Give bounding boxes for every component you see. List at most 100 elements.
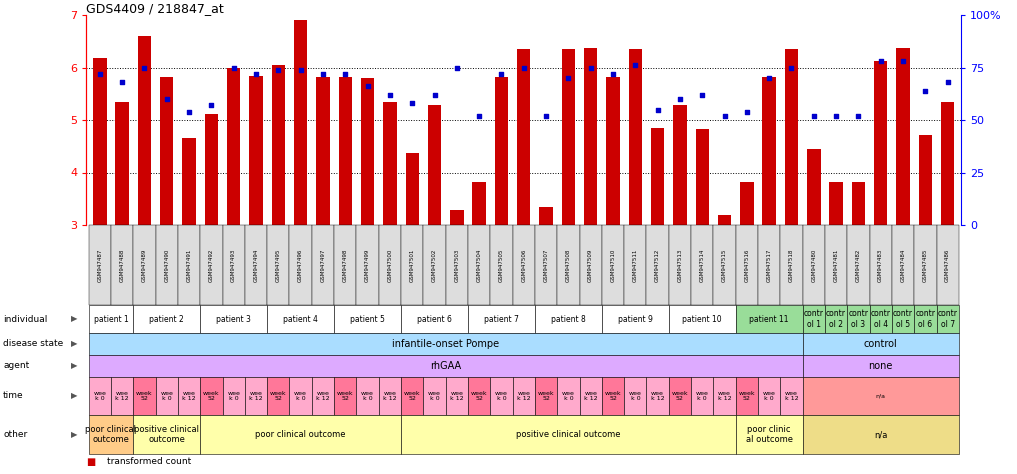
Bar: [451, 210, 464, 225]
Text: week
52: week 52: [671, 391, 689, 401]
Point: [716, 112, 732, 119]
Point: [873, 57, 889, 65]
Point: [159, 95, 175, 103]
Bar: [160, 77, 174, 225]
Text: positive clinical outcome: positive clinical outcome: [517, 430, 620, 439]
Point: [650, 106, 666, 113]
Text: time: time: [3, 392, 23, 401]
Point: [426, 91, 442, 99]
Text: patient 8: patient 8: [551, 315, 586, 323]
Bar: [517, 49, 531, 225]
Point: [92, 70, 108, 78]
Point: [271, 66, 287, 73]
Text: wee
k 0: wee k 0: [294, 391, 307, 401]
Text: week
52: week 52: [471, 391, 487, 401]
Text: contr
ol 1: contr ol 1: [803, 310, 824, 328]
Bar: [272, 65, 285, 225]
Point: [315, 70, 332, 78]
Text: n/a: n/a: [874, 430, 888, 439]
Text: wee
k 0: wee k 0: [629, 391, 642, 401]
Text: GSM947490: GSM947490: [165, 248, 169, 282]
Text: ▶: ▶: [71, 339, 77, 348]
Text: patient 11: patient 11: [750, 315, 789, 323]
Point: [538, 112, 554, 119]
Point: [783, 64, 799, 71]
Text: GSM947501: GSM947501: [410, 248, 415, 282]
Text: GSM947491: GSM947491: [186, 248, 191, 282]
Text: week
52: week 52: [270, 391, 287, 401]
Text: positive clinical
outcome: positive clinical outcome: [134, 425, 199, 444]
Text: patient 4: patient 4: [283, 315, 318, 323]
Bar: [696, 129, 709, 225]
Bar: [785, 49, 798, 225]
Text: wee
k 12: wee k 12: [785, 391, 798, 401]
Text: week
52: week 52: [337, 391, 354, 401]
Text: GSM947487: GSM947487: [98, 248, 103, 282]
Bar: [584, 47, 597, 225]
Text: week
52: week 52: [136, 391, 153, 401]
Bar: [137, 36, 152, 225]
Text: wee
k 12: wee k 12: [718, 391, 731, 401]
Bar: [673, 105, 686, 225]
Text: agent: agent: [3, 362, 29, 371]
Text: n/a: n/a: [876, 393, 886, 399]
Bar: [539, 207, 553, 225]
Bar: [896, 47, 910, 225]
Bar: [182, 138, 195, 225]
Text: other: other: [3, 430, 27, 439]
Point: [337, 70, 353, 78]
Text: GSM947486: GSM947486: [945, 248, 950, 282]
Bar: [116, 101, 129, 225]
Text: GSM947483: GSM947483: [879, 248, 883, 282]
Text: GSM947499: GSM947499: [365, 248, 370, 282]
Text: contr
ol 2: contr ol 2: [826, 310, 846, 328]
Text: GSM947511: GSM947511: [633, 248, 638, 282]
Bar: [204, 114, 218, 225]
Point: [805, 112, 822, 119]
Text: disease state: disease state: [3, 339, 63, 348]
Bar: [763, 77, 776, 225]
Bar: [941, 101, 954, 225]
Text: week
52: week 52: [404, 391, 420, 401]
Text: wee
k 0: wee k 0: [562, 391, 575, 401]
Text: poor clinic
al outcome: poor clinic al outcome: [745, 425, 792, 444]
Bar: [606, 77, 619, 225]
Bar: [94, 58, 107, 225]
Text: wee
k 12: wee k 12: [651, 391, 664, 401]
Text: GSM947495: GSM947495: [276, 248, 281, 282]
Text: none: none: [869, 361, 893, 371]
Text: GSM947489: GSM947489: [142, 248, 146, 282]
Bar: [918, 135, 932, 225]
Text: wee
k 0: wee k 0: [361, 391, 374, 401]
Text: GSM947504: GSM947504: [477, 248, 482, 282]
Bar: [874, 61, 888, 225]
Point: [695, 91, 711, 99]
Text: ▶: ▶: [71, 315, 77, 323]
Bar: [852, 182, 865, 225]
Bar: [629, 49, 642, 225]
Text: GDS4409 / 218847_at: GDS4409 / 218847_at: [86, 2, 224, 15]
Text: GSM947484: GSM947484: [901, 248, 905, 282]
Text: patient 10: patient 10: [682, 315, 722, 323]
Text: individual: individual: [3, 315, 48, 323]
Point: [560, 74, 577, 82]
Text: wee
k 0: wee k 0: [161, 391, 173, 401]
Text: week
52: week 52: [538, 391, 554, 401]
Text: patient 9: patient 9: [618, 315, 653, 323]
Text: patient 5: patient 5: [350, 315, 385, 323]
Text: GSM947494: GSM947494: [253, 248, 258, 282]
Text: rhGAA: rhGAA: [430, 361, 462, 371]
Bar: [473, 182, 486, 225]
Point: [471, 112, 487, 119]
Text: wee
k 12: wee k 12: [450, 391, 464, 401]
Point: [493, 70, 510, 78]
Point: [136, 64, 153, 71]
Text: GSM947517: GSM947517: [767, 248, 772, 282]
Bar: [316, 77, 330, 225]
Text: GSM947500: GSM947500: [387, 248, 393, 282]
Point: [895, 57, 911, 65]
Text: GSM947513: GSM947513: [677, 248, 682, 282]
Text: GSM947516: GSM947516: [744, 248, 750, 282]
Text: poor clinical outcome: poor clinical outcome: [255, 430, 346, 439]
Text: GSM947488: GSM947488: [120, 248, 125, 282]
